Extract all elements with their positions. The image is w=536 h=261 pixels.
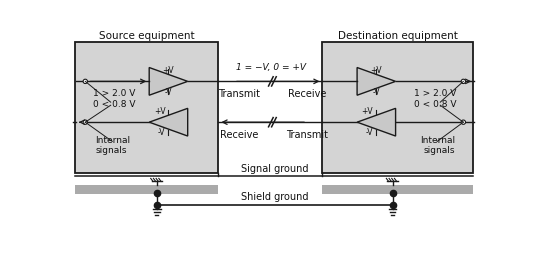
Text: Shield ground: Shield ground bbox=[241, 192, 308, 202]
Text: +V: +V bbox=[362, 107, 373, 116]
Polygon shape bbox=[357, 68, 396, 95]
Text: 1 > 2.0 V
0 < 0.8 V: 1 > 2.0 V 0 < 0.8 V bbox=[93, 89, 136, 109]
Text: +V: +V bbox=[162, 66, 174, 75]
Bar bbox=[75, 42, 219, 173]
Polygon shape bbox=[149, 68, 188, 95]
Text: Receive: Receive bbox=[220, 130, 258, 140]
Text: Transmit: Transmit bbox=[218, 89, 260, 99]
Bar bbox=[323, 185, 473, 194]
Text: -V: -V bbox=[373, 88, 380, 97]
Text: Internal
signals: Internal signals bbox=[95, 135, 130, 155]
Polygon shape bbox=[149, 108, 188, 136]
Text: Destination equipment: Destination equipment bbox=[338, 31, 457, 40]
Text: Internal
signals: Internal signals bbox=[420, 135, 455, 155]
Text: -V: -V bbox=[158, 128, 166, 138]
Text: Receive: Receive bbox=[288, 89, 326, 99]
Text: 1 > 2.0 V
0 < 0.8 V: 1 > 2.0 V 0 < 0.8 V bbox=[414, 89, 457, 109]
Circle shape bbox=[83, 120, 87, 124]
Text: Source equipment: Source equipment bbox=[99, 31, 195, 40]
Text: Transmit: Transmit bbox=[286, 130, 328, 140]
Text: -V: -V bbox=[165, 88, 172, 97]
Circle shape bbox=[461, 120, 465, 124]
Text: 1 = −V, 0 = +V: 1 = −V, 0 = +V bbox=[236, 63, 306, 72]
Text: +V: +V bbox=[370, 66, 382, 75]
Text: +V: +V bbox=[154, 107, 166, 116]
Text: -V: -V bbox=[366, 128, 373, 138]
Polygon shape bbox=[357, 108, 396, 136]
Bar bbox=[75, 185, 219, 194]
Circle shape bbox=[461, 79, 465, 84]
Bar bbox=[323, 42, 473, 173]
Circle shape bbox=[83, 79, 87, 84]
Text: Signal ground: Signal ground bbox=[241, 164, 308, 174]
